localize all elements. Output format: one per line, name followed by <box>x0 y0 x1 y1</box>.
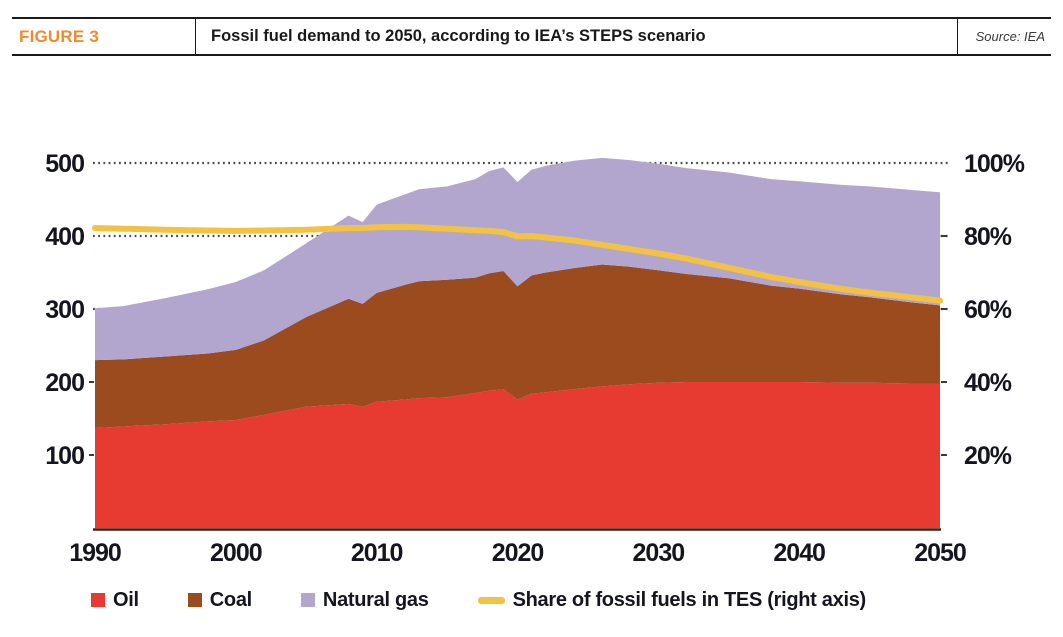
figure-header: FIGURE 3 Fossil fuel demand to 2050, acc… <box>12 17 1051 56</box>
natural-gas-swatch <box>300 593 315 607</box>
left-axis-label-400: 400 <box>45 223 84 251</box>
coal-area <box>95 264 940 428</box>
left-axis-label-100: 100 <box>45 442 84 470</box>
x-axis-label-2050: 2050 <box>914 539 966 567</box>
oil-legend-label: Oil <box>113 588 139 611</box>
x-axis-label-2030: 2030 <box>633 539 685 567</box>
legend-item-coal: Coal <box>187 588 252 612</box>
right-axis-label-40: 40% <box>964 369 1012 397</box>
gas-area <box>95 157 940 361</box>
coal-swatch <box>187 593 202 607</box>
oil-swatch <box>91 593 105 607</box>
right-axis-label-100: 100% <box>964 150 1025 178</box>
left-axis-label-500: 500 <box>45 150 84 178</box>
share-line-swatch <box>477 596 505 604</box>
x-axis-label-2000: 2000 <box>210 539 262 567</box>
right-axis-label-20: 20% <box>964 442 1012 470</box>
figure-title: Fossil fuel demand to 2050, according to… <box>211 27 706 45</box>
x-axis-label-2010: 2010 <box>351 539 403 567</box>
share-legend-label: Share of fossil fuels in TES (right axis… <box>512 588 867 611</box>
x-axis-label-1990: 1990 <box>69 539 121 567</box>
oil-area <box>95 382 940 528</box>
right-axis-label-60: 60% <box>964 296 1012 324</box>
legend-item-share: Share of fossil fuels in TES (right axis… <box>477 588 867 612</box>
header-divider-left <box>195 19 196 54</box>
left-axis-label-200: 200 <box>45 369 84 397</box>
header-divider-right <box>957 19 958 54</box>
chart-legend: Oil Coal Natural gas Share of fossil fue… <box>91 585 866 615</box>
natural-gas-legend-label: Natural gas <box>322 588 429 611</box>
x-axis-label-2040: 2040 <box>773 539 825 567</box>
right-axis-label-80: 80% <box>964 223 1012 251</box>
legend-item-natural-gas: Natural gas <box>300 588 429 612</box>
x-axis-label-2020: 2020 <box>492 539 544 567</box>
share-line <box>92 223 943 304</box>
figure-label: FIGURE 3 <box>19 26 100 46</box>
left-axis-label-300: 300 <box>45 296 84 324</box>
coal-legend-label: Coal <box>209 588 252 611</box>
legend-item-oil: Oil <box>91 589 139 612</box>
figure-source: Source: IEA <box>975 29 1045 44</box>
